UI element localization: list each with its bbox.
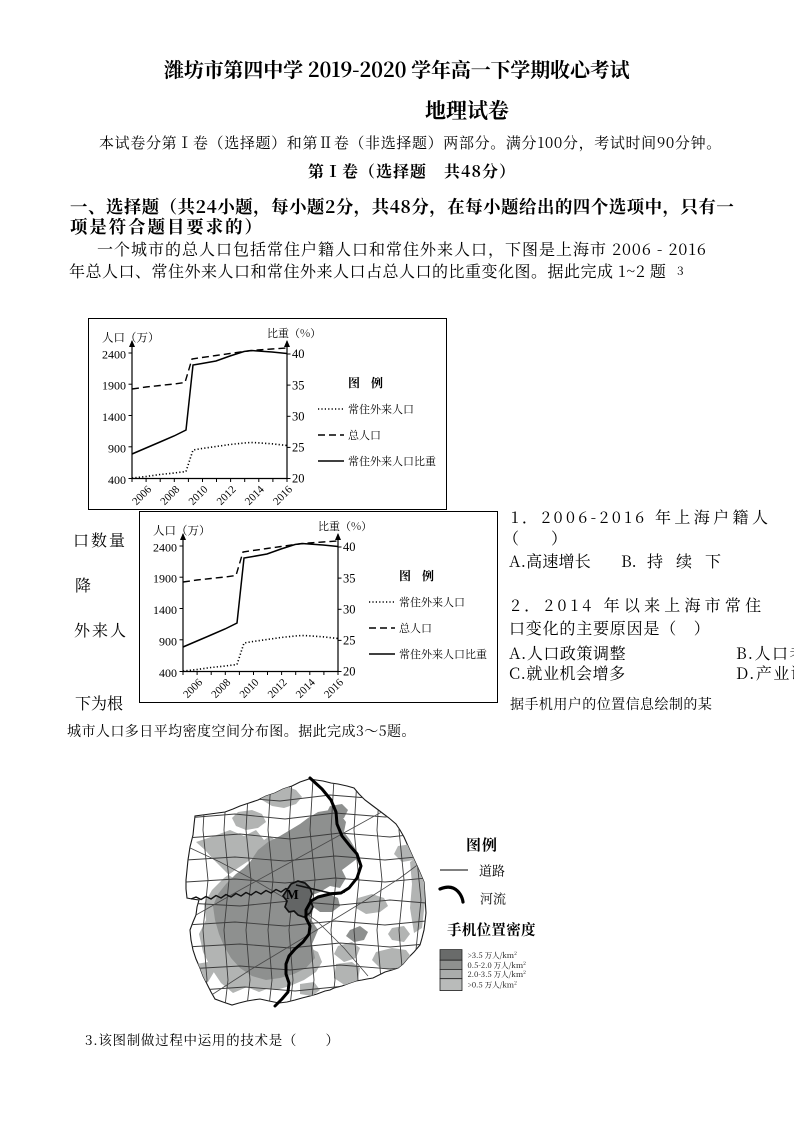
svg-text:0.5-2.0 万人/km2: 0.5-2.0 万人/km2 (468, 960, 527, 971)
svg-text:道路: 道路 (479, 861, 505, 880)
svg-text:>0.5 万人/km2: >0.5 万人/km2 (468, 980, 518, 991)
svg-text:河流: 河流 (480, 889, 506, 908)
svg-text:M: M (286, 887, 299, 902)
svg-text:手机位置密度: 手机位置密度 (447, 919, 536, 940)
svg-text:2.0-3.5 万人/km2: 2.0-3.5 万人/km2 (468, 969, 527, 980)
svg-text:图例: 图例 (466, 834, 498, 855)
svg-text:>3.5 万人/km2: >3.5 万人/km2 (468, 950, 518, 961)
